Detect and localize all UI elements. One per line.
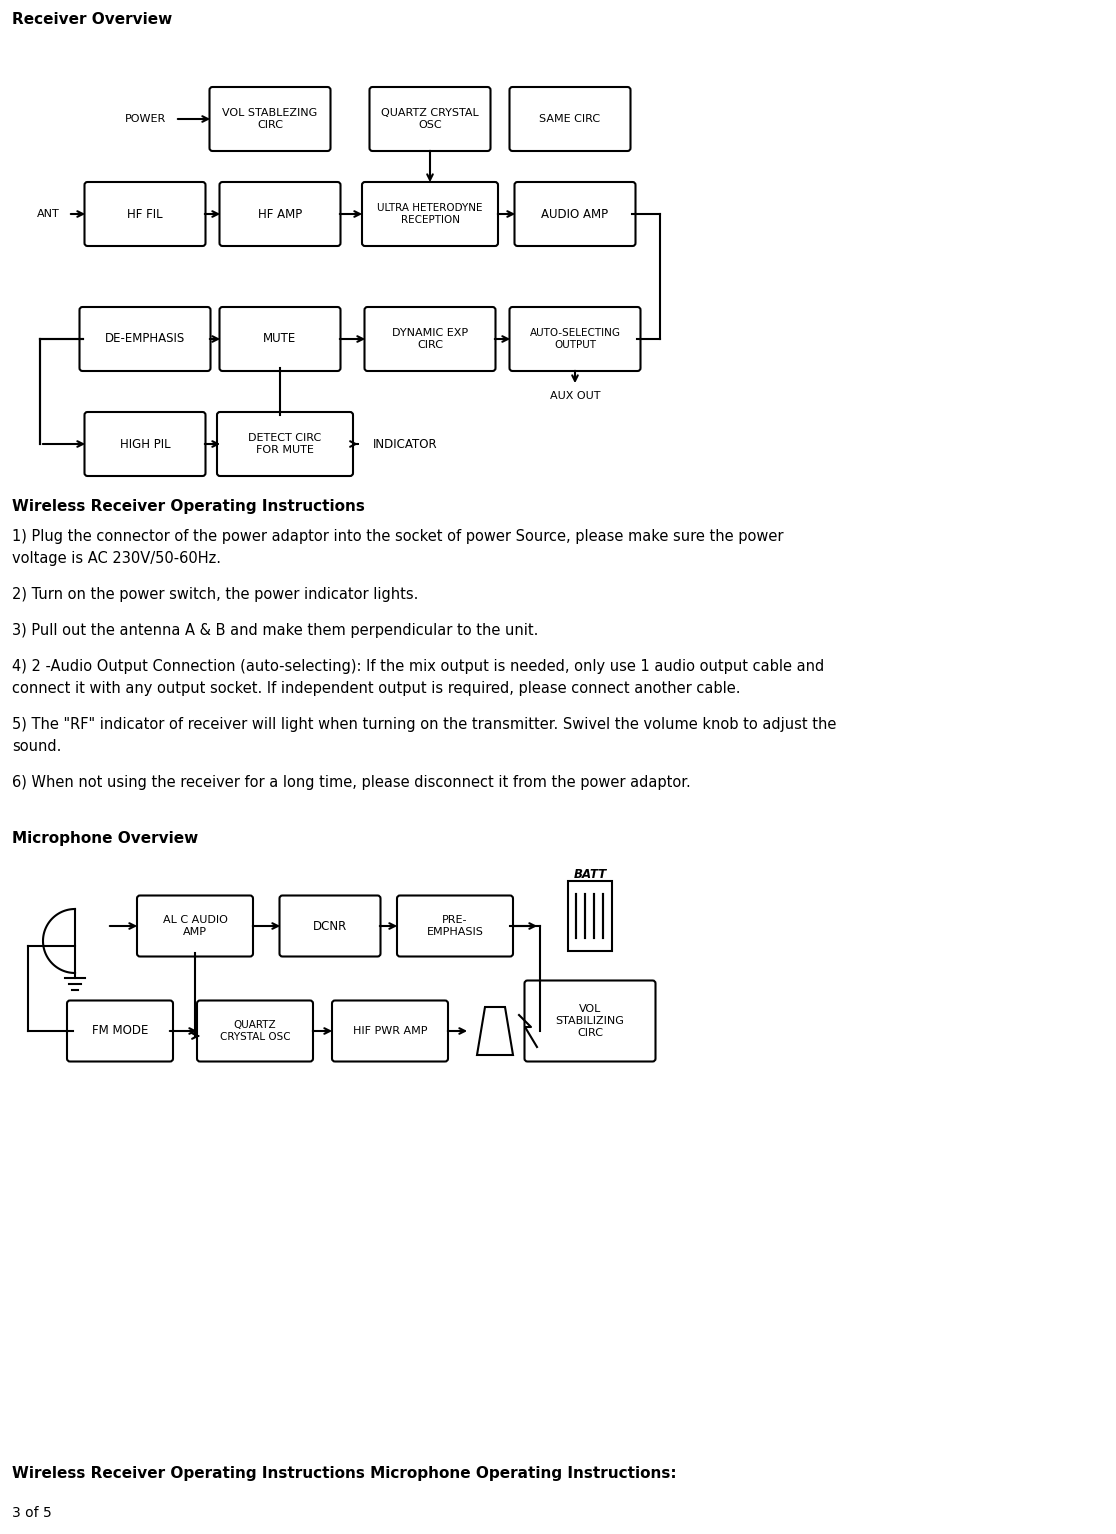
FancyBboxPatch shape bbox=[369, 87, 491, 150]
FancyBboxPatch shape bbox=[85, 183, 205, 245]
Text: Wireless Receiver Operating Instructions Microphone Operating Instructions:: Wireless Receiver Operating Instructions… bbox=[12, 1467, 676, 1480]
FancyBboxPatch shape bbox=[331, 1000, 448, 1062]
Text: QUARTZ CRYSTAL
OSC: QUARTZ CRYSTAL OSC bbox=[382, 109, 479, 130]
FancyBboxPatch shape bbox=[79, 307, 211, 371]
Text: HIGH PIL: HIGH PIL bbox=[119, 437, 171, 451]
FancyBboxPatch shape bbox=[198, 1000, 312, 1062]
FancyBboxPatch shape bbox=[67, 1000, 173, 1062]
Text: 5) The "RF" indicator of receiver will light when turning on the transmitter. Sw: 5) The "RF" indicator of receiver will l… bbox=[12, 716, 836, 732]
Text: AUTO-SELECTING
OUTPUT: AUTO-SELECTING OUTPUT bbox=[529, 328, 620, 350]
Text: 3 of 5: 3 of 5 bbox=[12, 1506, 51, 1520]
Text: BATT: BATT bbox=[574, 868, 607, 881]
Text: 3) Pull out the antenna A & B and make them perpendicular to the unit.: 3) Pull out the antenna A & B and make t… bbox=[12, 623, 538, 638]
Text: DYNAMIC EXP
CIRC: DYNAMIC EXP CIRC bbox=[392, 328, 468, 350]
Text: ANT: ANT bbox=[37, 209, 59, 219]
Text: 1) Plug the connector of the power adaptor into the socket of power Source, plea: 1) Plug the connector of the power adapt… bbox=[12, 529, 783, 545]
Text: DETECT CIRC
FOR MUTE: DETECT CIRC FOR MUTE bbox=[249, 433, 321, 454]
Text: voltage is AC 230V/50-60Hz.: voltage is AC 230V/50-60Hz. bbox=[12, 551, 221, 566]
Text: AL C AUDIO
AMP: AL C AUDIO AMP bbox=[163, 916, 228, 937]
FancyBboxPatch shape bbox=[137, 896, 253, 957]
Text: AUX OUT: AUX OUT bbox=[550, 391, 600, 400]
Text: QUARTZ
CRYSTAL OSC: QUARTZ CRYSTAL OSC bbox=[220, 1020, 290, 1042]
FancyBboxPatch shape bbox=[365, 307, 496, 371]
Text: SAME CIRC: SAME CIRC bbox=[539, 114, 600, 124]
FancyBboxPatch shape bbox=[362, 183, 498, 245]
Text: DCNR: DCNR bbox=[312, 919, 347, 933]
FancyBboxPatch shape bbox=[279, 896, 381, 957]
Text: Wireless Receiver Operating Instructions: Wireless Receiver Operating Instructions bbox=[12, 499, 365, 514]
Text: FM MODE: FM MODE bbox=[92, 1025, 148, 1037]
FancyBboxPatch shape bbox=[217, 413, 353, 476]
Text: sound.: sound. bbox=[12, 739, 61, 755]
FancyBboxPatch shape bbox=[397, 896, 513, 957]
Text: HF AMP: HF AMP bbox=[258, 207, 302, 221]
Text: MUTE: MUTE bbox=[263, 333, 297, 345]
Text: INDICATOR: INDICATOR bbox=[373, 437, 437, 451]
FancyBboxPatch shape bbox=[210, 87, 330, 150]
Text: VOL STABLEZING
CIRC: VOL STABLEZING CIRC bbox=[222, 109, 318, 130]
Text: POWER: POWER bbox=[124, 114, 165, 124]
Text: 2) Turn on the power switch, the power indicator lights.: 2) Turn on the power switch, the power i… bbox=[12, 588, 418, 601]
FancyBboxPatch shape bbox=[510, 307, 641, 371]
Polygon shape bbox=[477, 1006, 513, 1055]
Text: VOL
STABILIZING
CIRC: VOL STABILIZING CIRC bbox=[556, 1005, 625, 1037]
Text: HF FIL: HF FIL bbox=[127, 207, 163, 221]
Text: 4) 2 -Audio Output Connection (auto-selecting): If the mix output is needed, onl: 4) 2 -Audio Output Connection (auto-sele… bbox=[12, 660, 825, 673]
FancyBboxPatch shape bbox=[85, 413, 205, 476]
Text: ULTRA HETERODYNE
RECEPTION: ULTRA HETERODYNE RECEPTION bbox=[377, 202, 483, 225]
Text: HIF PWR AMP: HIF PWR AMP bbox=[353, 1026, 427, 1035]
Text: PRE-
EMPHASIS: PRE- EMPHASIS bbox=[426, 916, 483, 937]
Text: Microphone Overview: Microphone Overview bbox=[12, 831, 199, 845]
FancyBboxPatch shape bbox=[510, 87, 631, 150]
Text: connect it with any output socket. If independent output is required, please con: connect it with any output socket. If in… bbox=[12, 681, 741, 696]
Text: Receiver Overview: Receiver Overview bbox=[12, 12, 172, 28]
FancyBboxPatch shape bbox=[525, 980, 655, 1062]
FancyBboxPatch shape bbox=[220, 307, 340, 371]
Text: AUDIO AMP: AUDIO AMP bbox=[541, 207, 608, 221]
Text: 6) When not using the receiver for a long time, please disconnect it from the po: 6) When not using the receiver for a lon… bbox=[12, 775, 691, 790]
FancyBboxPatch shape bbox=[514, 183, 635, 245]
Text: DE-EMPHASIS: DE-EMPHASIS bbox=[105, 333, 185, 345]
FancyBboxPatch shape bbox=[220, 183, 340, 245]
FancyBboxPatch shape bbox=[568, 881, 612, 951]
